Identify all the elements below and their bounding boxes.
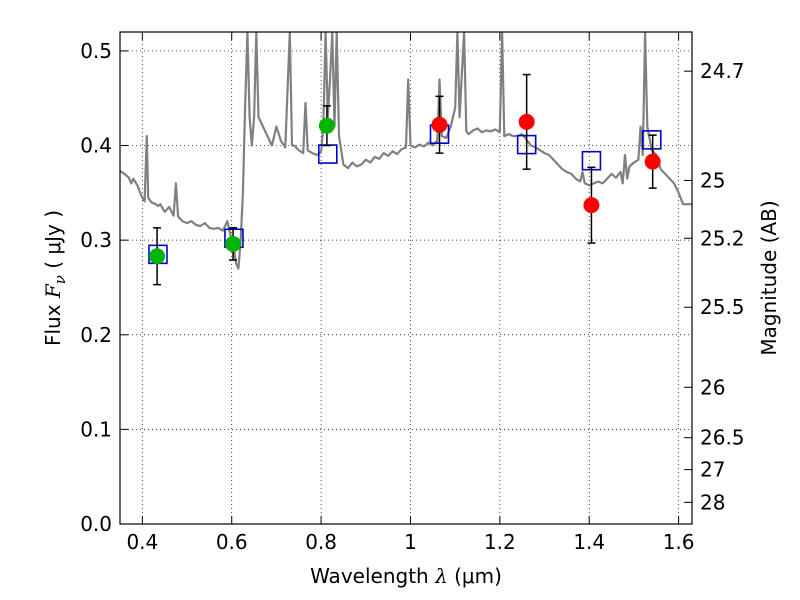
x-tick-label: 1.4 [573,530,605,554]
y2-tick-label: 24.7 [700,59,745,83]
observed-point [518,113,535,130]
axis-ticks: 0.4 0.6 0.8 1 1.2 1.4 1.6 0.0 0.1 0.2 0.3 0.4 0.5 24.… [80,32,745,554]
x-tick-label: 1 [404,530,417,554]
observed-point [644,153,661,170]
x-tick-label: 1.2 [484,530,516,554]
y-tick-label: 0.2 [80,323,112,347]
y-axis-title: Flux Fν ( μJy ) [41,210,69,346]
spectrum-line [120,32,692,270]
y-tick-label: 0.1 [80,417,112,441]
y2-tick-label: 25.5 [700,295,745,319]
x-axis-title: Wavelength λ (μm) [310,564,502,588]
observed-point [431,116,448,133]
x-tick-label: 0.4 [126,530,158,554]
y2-axis-title: Magnitude (AB) [757,200,781,355]
plot-area [120,32,692,524]
observed-point [318,117,335,134]
y2-tick-label: 25.2 [700,226,745,250]
y-tick-label: 0.4 [80,134,112,158]
x-tick-label: 0.8 [305,530,337,554]
x-tick-label: 1.6 [663,530,695,554]
y-tick-label: 0.5 [80,39,112,63]
plot-layer [120,32,692,270]
y2-tick-label: 28 [700,490,725,514]
observed-point [149,248,166,265]
y-tick-label: 0.3 [80,228,112,252]
y2-tick-label: 26.5 [700,426,745,450]
y2-tick-label: 26 [700,375,725,399]
y-tick-label: 0.0 [80,512,112,536]
model-photometry-square [641,130,662,150]
y2-tick-label: 25 [700,168,725,192]
plot-frame [119,31,693,525]
observed-point [583,197,600,214]
observed-point [225,235,242,252]
y2-tick-label: 27 [700,458,725,482]
markers-layer [148,73,662,286]
x-tick-label: 0.6 [216,530,248,554]
